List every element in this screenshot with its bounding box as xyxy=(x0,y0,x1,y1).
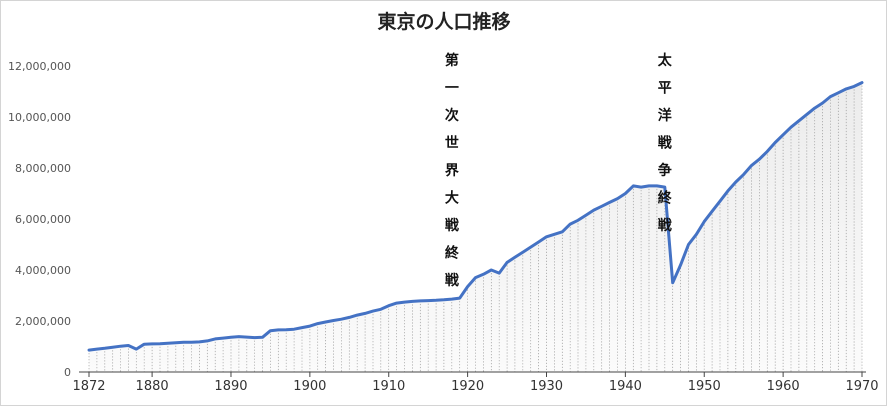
series-layer xyxy=(87,81,864,352)
y-tick-label: 2,000,000 xyxy=(15,315,71,328)
chart-title: 東京の人口推移 xyxy=(377,10,510,33)
y-tick-label: 12,000,000 xyxy=(8,60,71,73)
x-tick-label: 1950 xyxy=(688,379,721,394)
y-tick-label: 8,000,000 xyxy=(15,162,71,175)
x-tick-label: 1920 xyxy=(451,379,484,394)
annotation-label-0: 第一次世界大戦終戦 xyxy=(445,52,460,289)
x-tick-label: 1960 xyxy=(767,379,800,394)
y-tick-label: 10,000,000 xyxy=(8,111,71,124)
y-tick-label: 0 xyxy=(64,366,71,379)
axes: 0 2,000,000 4,000,000 6,000,000 8,000,000 10,… xyxy=(8,60,879,394)
x-tick-label: 1890 xyxy=(214,379,247,394)
area-layer xyxy=(89,82,862,372)
drop-lines xyxy=(88,82,863,372)
x-tick-label: 1880 xyxy=(136,379,169,394)
x-tick-label: 1910 xyxy=(372,379,405,394)
annotation-label-1: 太平洋戦争終戦 xyxy=(658,52,673,234)
x-tick-label: 1872 xyxy=(72,379,105,394)
y-tick-label: 4,000,000 xyxy=(15,264,71,277)
series-line xyxy=(87,81,864,352)
y-tick-label: 6,000,000 xyxy=(15,213,71,226)
x-tick-label: 1900 xyxy=(293,379,326,394)
x-tick-label: 1970 xyxy=(845,379,878,394)
x-tick-label: 1940 xyxy=(609,379,642,394)
x-tick-label: 1930 xyxy=(530,379,563,394)
area-fill xyxy=(89,82,862,372)
annotations: 第一次世界大戦終戦 太平洋戦争終戦 xyxy=(445,52,673,289)
